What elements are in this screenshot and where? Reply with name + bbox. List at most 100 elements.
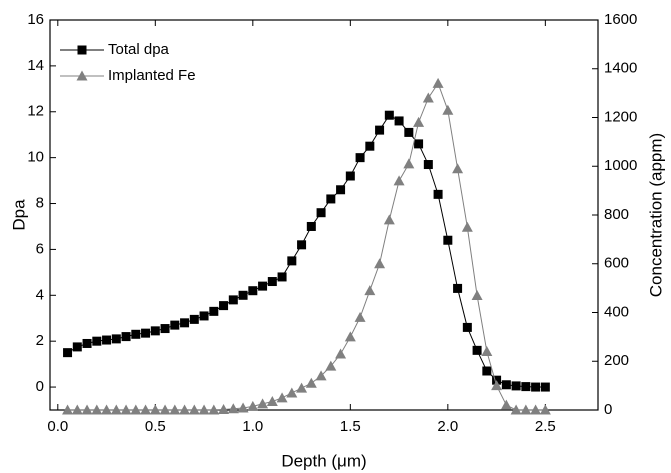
marker bbox=[530, 404, 542, 415]
marker bbox=[218, 404, 230, 415]
y-tick-label: 4 bbox=[36, 286, 44, 303]
marker bbox=[481, 346, 493, 356]
marker bbox=[180, 318, 190, 328]
x-tick-label: 1.0 bbox=[242, 418, 263, 435]
marker bbox=[63, 348, 73, 358]
marker bbox=[111, 334, 121, 344]
marker bbox=[149, 404, 161, 415]
y-axis-label: Dpa bbox=[9, 199, 28, 231]
marker bbox=[432, 77, 444, 88]
marker bbox=[199, 311, 209, 321]
marker bbox=[82, 338, 92, 348]
marker bbox=[306, 221, 316, 231]
marker bbox=[365, 141, 375, 151]
marker bbox=[482, 366, 492, 376]
marker bbox=[540, 382, 550, 392]
marker bbox=[297, 240, 307, 250]
marker bbox=[247, 400, 259, 411]
marker bbox=[472, 345, 482, 355]
marker bbox=[539, 404, 551, 415]
marker bbox=[150, 326, 160, 336]
y-tick-label: 14 bbox=[27, 57, 44, 74]
marker bbox=[238, 290, 248, 300]
x-tick-label: 0.0 bbox=[47, 418, 68, 435]
y2-tick-label: 0 bbox=[604, 401, 612, 418]
marker bbox=[169, 404, 181, 415]
marker bbox=[335, 348, 347, 359]
marker bbox=[443, 235, 453, 245]
y-tick-label: 2 bbox=[36, 332, 44, 349]
marker bbox=[228, 295, 238, 305]
marker bbox=[325, 360, 337, 371]
marker bbox=[521, 382, 531, 392]
marker bbox=[219, 301, 229, 311]
marker bbox=[198, 404, 210, 415]
y2-tick-label: 1600 bbox=[604, 11, 637, 28]
marker bbox=[258, 281, 268, 291]
series-line bbox=[67, 82, 546, 411]
marker bbox=[140, 404, 152, 415]
marker bbox=[62, 404, 74, 415]
marker bbox=[462, 322, 472, 332]
marker bbox=[227, 403, 239, 414]
marker bbox=[101, 404, 113, 415]
marker bbox=[91, 404, 103, 415]
y-tick-label: 16 bbox=[27, 11, 44, 28]
marker bbox=[160, 324, 170, 334]
marker bbox=[131, 329, 141, 339]
marker bbox=[384, 110, 394, 120]
marker bbox=[296, 382, 308, 393]
marker bbox=[188, 404, 200, 415]
marker bbox=[491, 380, 503, 391]
y2-tick-label: 600 bbox=[604, 255, 629, 272]
marker bbox=[71, 404, 83, 415]
y-tick-label: 12 bbox=[27, 103, 44, 120]
marker bbox=[120, 404, 132, 415]
marker bbox=[345, 171, 355, 181]
marker bbox=[257, 398, 269, 409]
marker bbox=[209, 306, 219, 316]
marker bbox=[110, 404, 122, 415]
y2-tick-label: 1400 bbox=[604, 60, 637, 77]
marker bbox=[286, 387, 298, 398]
legend-label: Total dpa bbox=[108, 41, 170, 58]
marker bbox=[248, 286, 258, 296]
marker bbox=[404, 127, 414, 137]
y2-tick-label: 1000 bbox=[604, 157, 637, 174]
marker bbox=[266, 395, 278, 406]
marker bbox=[393, 175, 405, 186]
marker bbox=[433, 189, 443, 199]
y2-tick-label: 1200 bbox=[604, 108, 637, 125]
marker bbox=[315, 370, 327, 381]
marker bbox=[413, 116, 425, 127]
x-tick-label: 1.5 bbox=[340, 418, 361, 435]
marker bbox=[501, 380, 511, 390]
marker bbox=[471, 289, 483, 300]
x-tick-label: 2.5 bbox=[535, 418, 556, 435]
marker bbox=[511, 381, 521, 391]
marker bbox=[452, 163, 464, 174]
marker bbox=[403, 158, 415, 169]
marker bbox=[374, 258, 386, 269]
marker bbox=[442, 104, 454, 115]
x-tick-label: 2.0 bbox=[437, 418, 458, 435]
y-tick-label: 6 bbox=[36, 240, 44, 257]
x-axis-label: Depth (μm) bbox=[281, 451, 366, 470]
y-tick-label: 0 bbox=[36, 378, 44, 395]
y2-tick-label: 200 bbox=[604, 352, 629, 369]
marker bbox=[305, 377, 317, 388]
marker bbox=[170, 320, 180, 330]
marker bbox=[121, 332, 131, 342]
marker bbox=[394, 116, 404, 126]
marker bbox=[354, 311, 366, 322]
marker bbox=[364, 285, 376, 296]
marker bbox=[141, 328, 151, 338]
marker bbox=[189, 314, 199, 324]
marker bbox=[179, 404, 191, 415]
marker bbox=[355, 153, 365, 163]
y-tick-label: 8 bbox=[36, 194, 44, 211]
marker bbox=[326, 194, 336, 204]
marker bbox=[531, 382, 541, 392]
y2-tick-label: 800 bbox=[604, 206, 629, 223]
